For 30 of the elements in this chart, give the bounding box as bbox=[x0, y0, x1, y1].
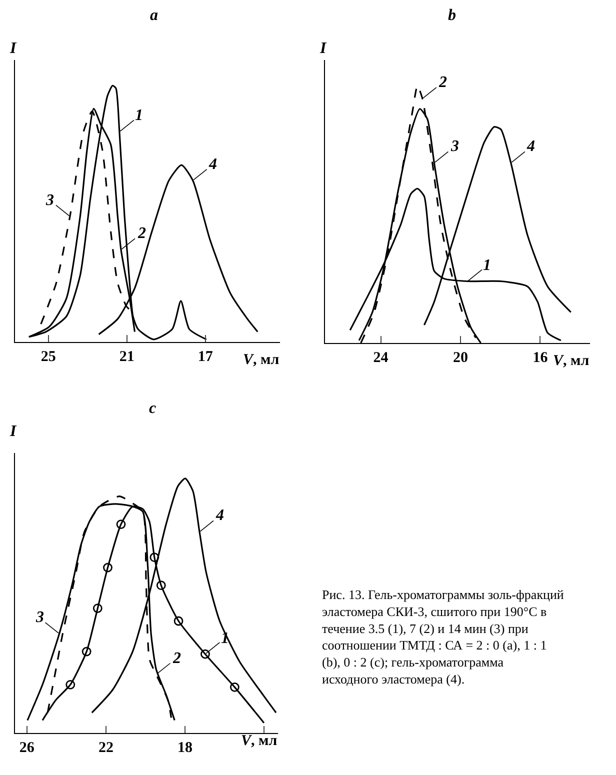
x-axis-title: V, мл bbox=[243, 352, 280, 368]
text: Рис. 13. Гель-хроматограммы золь-фракций эластомера СКИ-3, сшитого при 190°C в течение 3.5 (1), 7 (2) и 14 мин (3) при соотношении ТМТД : СА = 2 : 0 (a), 1 : 1 (b), 0 : 2 (c); гель-хроматограмма исходного эластомера (4). bbox=[322, 587, 564, 686]
x-tick-label: 17 bbox=[198, 349, 214, 366]
x-tick-label: 24 bbox=[373, 350, 389, 366]
x-tick-label: 16 bbox=[532, 350, 548, 366]
annotation: 3 bbox=[450, 138, 459, 155]
x-axis-title: V, мл bbox=[553, 353, 590, 369]
chart-title: a bbox=[150, 7, 158, 24]
annotation: 4 bbox=[526, 138, 535, 155]
annotation: 2 bbox=[137, 225, 146, 242]
x-tick-label: 20 bbox=[452, 350, 468, 366]
annotation: 2 bbox=[438, 74, 447, 91]
x-tick-label: 26 bbox=[19, 740, 35, 756]
annotation: 3 bbox=[45, 192, 54, 209]
x-tick-label: 21 bbox=[119, 349, 134, 366]
annotation: 3 bbox=[35, 609, 44, 626]
y-axis-title: I bbox=[9, 423, 17, 440]
x-tick-label: 22 bbox=[98, 740, 114, 756]
annotation: 1 bbox=[135, 107, 143, 124]
x-axis-title: V, мл bbox=[241, 733, 278, 749]
y-axis-title: I bbox=[319, 40, 327, 57]
chart-title: c bbox=[149, 400, 156, 417]
annotation: 2 bbox=[172, 650, 181, 667]
x-tick-label: 25 bbox=[40, 349, 56, 366]
annotation: 1 bbox=[483, 257, 491, 274]
x-tick-label: 18 bbox=[178, 740, 193, 756]
annotation: 4 bbox=[215, 507, 224, 524]
chart-title: b bbox=[448, 7, 456, 24]
annotation: 4 bbox=[208, 156, 217, 173]
y-axis-title: I bbox=[9, 40, 17, 57]
